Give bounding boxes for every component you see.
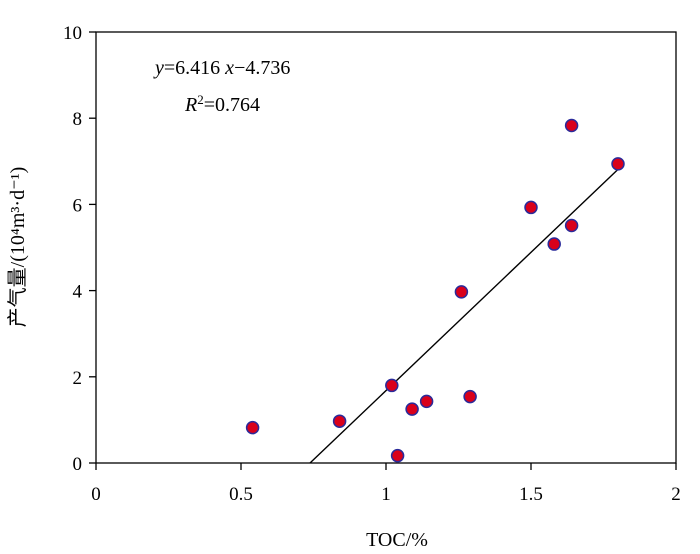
data-point [564,218,579,233]
y-tick-label: 2 [73,368,83,389]
r2-value: =0.764 [204,94,260,116]
x-tick-label: 0 [91,484,101,505]
regression-line [309,168,619,464]
axes [95,31,677,464]
fit-line-group [309,168,619,464]
data-points [245,118,625,463]
data-point [332,414,347,428]
data-point [405,402,419,416]
equation-part-1: =6.416 [164,57,225,79]
data-point [524,200,538,215]
y-tick-label: 8 [73,109,83,130]
data-point [454,285,469,299]
equation-var-y: y [153,57,164,79]
x-tick-label: 0.5 [229,484,253,505]
r2-sup: 2 [197,92,204,107]
plot-frame [95,31,677,464]
r2-label: R2=0.764 [184,92,260,117]
y-tick-label: 6 [73,195,83,216]
data-point [463,389,477,404]
equation-part-2: −4.736 [234,57,290,79]
r2-var: R [184,94,197,116]
data-point [245,420,260,435]
x-tick-label: 1 [381,484,391,505]
data-point [390,448,405,463]
data-point [385,378,399,393]
y-axis-title: 产气量/(10⁴m³·d⁻¹) [6,167,29,328]
ticks: 0 0.5 1 1.5 2 0 2 4 6 8 10 [63,23,681,505]
equation-var-x: x [224,57,234,79]
x-tick-label: 1.5 [519,484,543,505]
x-tick-label: 2 [671,484,681,505]
y-tick-label: 0 [73,454,83,475]
data-point [547,237,561,251]
x-axis-title: TOC/% [366,529,428,551]
equation-label: y=6.416 x−4.736 [153,57,290,79]
data-point [611,157,625,171]
data-point [419,394,434,409]
y-tick-label: 10 [63,23,82,44]
y-tick-label: 4 [73,282,83,303]
data-point [564,118,579,133]
